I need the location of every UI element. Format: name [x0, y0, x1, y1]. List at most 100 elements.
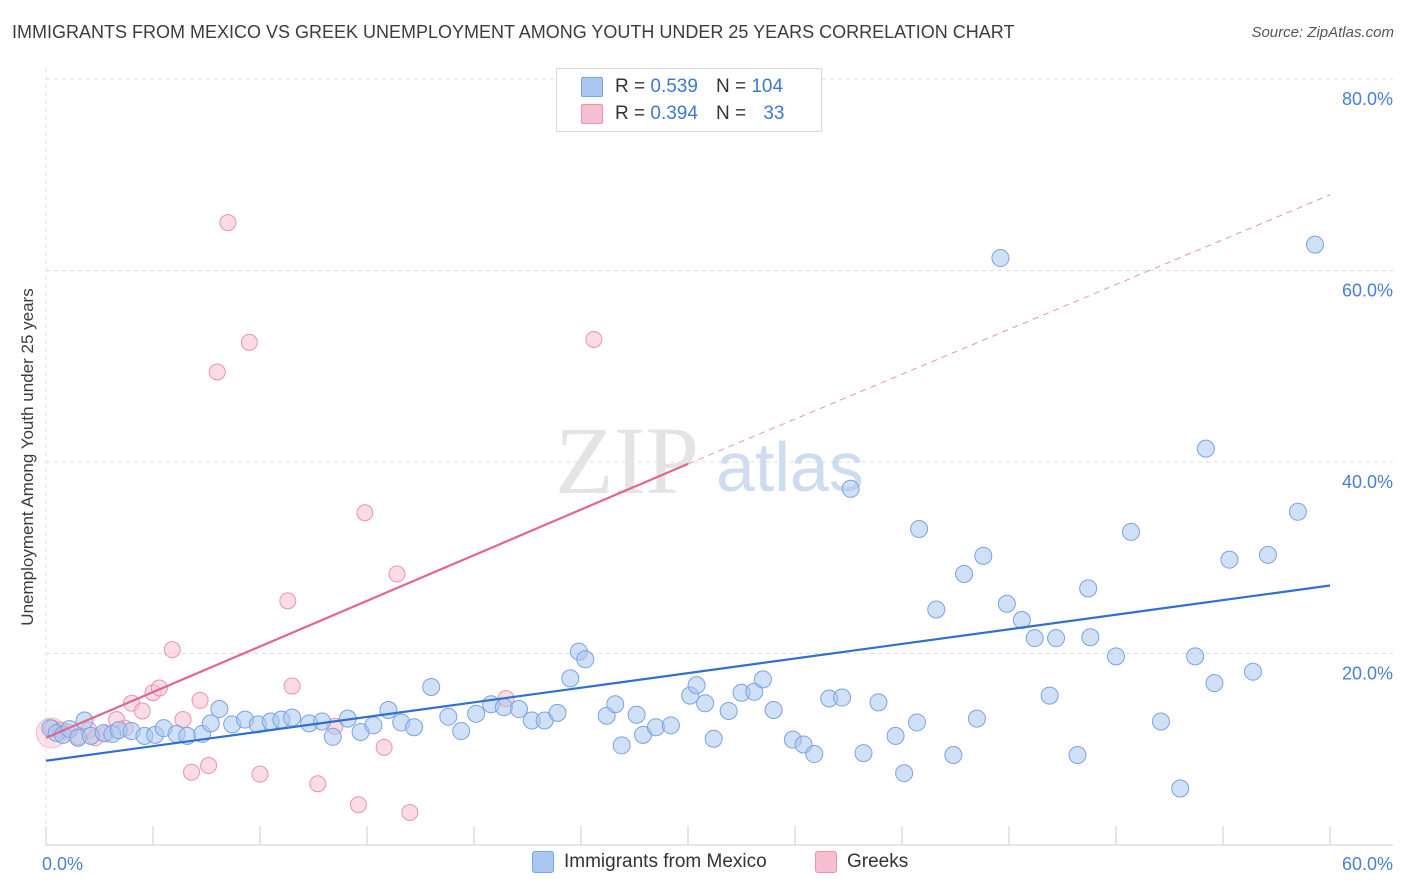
legend-n-label: N =	[715, 103, 747, 124]
legend-r-value: 0.394	[650, 103, 698, 124]
greeks-point	[401, 803, 419, 821]
mexico-point	[869, 693, 888, 712]
mexico-point	[405, 718, 424, 737]
mexico-point	[1068, 745, 1087, 764]
mexico-point	[561, 669, 580, 688]
greeks-point	[133, 702, 151, 720]
mexico-point	[1107, 647, 1125, 666]
mexico-point	[646, 718, 665, 737]
mexico-point	[576, 650, 595, 669]
mexico-point	[1081, 628, 1100, 647]
chart-title: IMMIGRANTS FROM MEXICO VS GREEK UNEMPLOY…	[12, 22, 1015, 42]
bottom-legend-label-greeks: Greeks	[847, 851, 909, 872]
mexico-point	[210, 700, 229, 719]
mexico-point	[704, 729, 723, 748]
greeks-point	[309, 775, 327, 793]
source-label: Source: ZipAtlas.com	[1251, 24, 1394, 41]
mexico-point	[1196, 439, 1215, 458]
greeks-point	[174, 711, 192, 729]
mexico-point	[323, 727, 342, 746]
mexico-point	[841, 479, 860, 498]
legend-r-label: R =	[615, 103, 646, 124]
greeks-point	[279, 592, 297, 610]
greeks-point	[585, 330, 603, 348]
mexico-point	[612, 736, 631, 755]
mexico-point	[997, 594, 1016, 613]
bottom-legend-greeks: Greeks	[815, 851, 908, 873]
greeks-point	[219, 214, 237, 232]
bottom-legend-swatch-greeks	[815, 851, 837, 873]
mexico-point	[201, 714, 220, 733]
legend-n-label: N =	[715, 76, 747, 97]
watermark-atlas: atlas	[716, 428, 864, 506]
mexico-point	[895, 764, 914, 783]
trend-lines	[45, 194, 1331, 762]
grid-lines	[46, 78, 1393, 654]
greeks-point	[240, 333, 258, 351]
x-tick-label: 60.0%	[1342, 854, 1393, 874]
mexico-point	[974, 546, 993, 565]
mexico-point	[833, 688, 852, 707]
mexico-point	[1040, 686, 1059, 705]
mexico-point	[661, 716, 680, 735]
greeks-point	[200, 757, 218, 775]
bottom-legend-swatch-mexico	[532, 851, 554, 873]
legend-swatch-greeks	[581, 104, 603, 124]
greeks-trend-line	[45, 462, 689, 739]
mexico-point	[548, 703, 567, 722]
mexico-point	[1047, 629, 1066, 648]
mexico-point	[1025, 629, 1044, 648]
legend-row-mexico: R = 0.539 N = 104	[581, 74, 783, 100]
tick-labels: 20.0% 40.0% 60.0% 80.0% 0.0% 60.0%	[42, 89, 1393, 874]
mexico-point	[805, 745, 824, 764]
legend-r-value: 0.539	[650, 76, 698, 97]
legend-r-label: R =	[615, 76, 646, 97]
mexico-point	[745, 682, 764, 701]
y-tick-label: 40.0%	[1342, 472, 1393, 492]
bottom-legend-mexico: Immigrants from Mexico	[532, 851, 767, 873]
greeks-point	[251, 765, 269, 783]
axes	[45, 68, 1393, 846]
mexico-point	[627, 705, 646, 724]
legend-swatch-mexico	[581, 77, 603, 97]
mexico-point	[452, 722, 471, 741]
greeks-point	[208, 363, 226, 381]
y-axis-label: Unemployment Among Youth under 25 years	[18, 288, 37, 625]
mexico-point	[283, 708, 302, 727]
mexico-point	[944, 745, 963, 764]
y-tick-label: 60.0%	[1342, 281, 1393, 301]
greeks-point	[283, 677, 301, 695]
mexico-point	[955, 565, 974, 584]
mexico-point	[687, 676, 706, 695]
mexico-point	[439, 707, 458, 726]
greeks-trend-extension	[687, 194, 1331, 465]
mexico-point	[1121, 522, 1140, 541]
mexico-point	[1258, 545, 1277, 564]
legend-n-value: 33	[763, 103, 785, 124]
mexico-point	[696, 694, 715, 713]
mexico-point	[886, 726, 905, 745]
mexico-point	[1205, 674, 1224, 693]
mexico-point	[1151, 712, 1170, 731]
legend-n-value: 104	[751, 76, 784, 97]
mexico-point	[967, 709, 986, 728]
greeks-point	[349, 796, 367, 814]
legend-row-greeks: R = 0.394 N = 33	[581, 101, 784, 127]
y-tick-label: 80.0%	[1342, 89, 1393, 109]
mexico-point	[1243, 662, 1262, 681]
mexico-point	[1220, 550, 1239, 569]
greeks-point	[163, 641, 181, 659]
x-tick-label: 0.0%	[42, 854, 83, 874]
mexico-trend-line	[45, 584, 1331, 762]
legend: R = 0.539 N = 104 R = 0.394 N = 33	[556, 68, 822, 132]
mexico-point	[494, 698, 513, 717]
greeks-point	[191, 691, 209, 709]
mexico-point	[991, 249, 1010, 268]
greeks-point	[356, 504, 374, 522]
mexico-point	[907, 713, 926, 732]
mexico-point	[719, 701, 738, 720]
greeks-point	[375, 738, 393, 756]
mexico-point	[1186, 647, 1205, 666]
greeks-point	[183, 763, 201, 781]
